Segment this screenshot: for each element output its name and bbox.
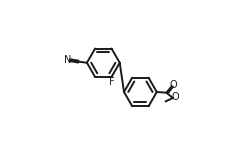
Text: F: F	[109, 77, 115, 87]
Text: O: O	[169, 80, 177, 90]
Text: N: N	[64, 55, 72, 65]
Text: O: O	[171, 92, 179, 102]
